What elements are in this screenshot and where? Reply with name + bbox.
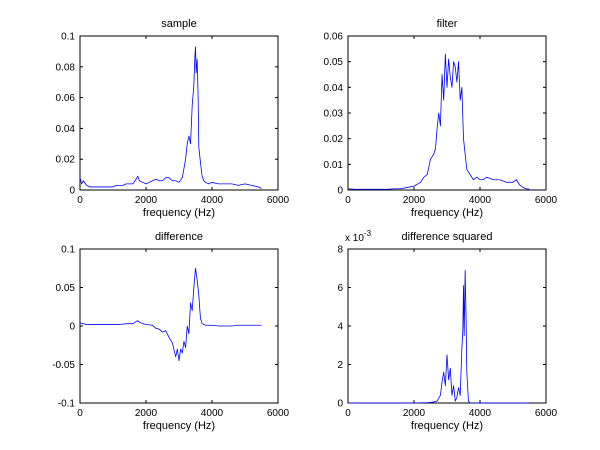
x-tick-label: 0 <box>345 408 351 419</box>
x-tick-label: 4000 <box>469 195 492 206</box>
y-tick-label: 0 <box>69 186 75 197</box>
series-line <box>79 267 262 362</box>
x-tick-label: 4000 <box>201 408 224 419</box>
y-tick-label: 0 <box>337 399 343 410</box>
x-tick-label: 2000 <box>135 408 158 419</box>
subplot-1: 0 2000 4000 6000 0 0.02 0.04 0.06 0.08 0.1 sample f… <box>56 18 290 219</box>
y-tick-label: 4 <box>337 322 343 333</box>
y-tick-label: -0.05 <box>52 360 75 371</box>
x-axis-label: frequency (Hz) <box>411 207 483 219</box>
y-tick-label: 0.02 <box>324 134 344 145</box>
x-axis-label: frequency (Hz) <box>411 420 483 432</box>
y-tick-label: 0.1 <box>61 245 75 256</box>
x-tick-label: 0 <box>77 195 83 206</box>
x-axis-label: frequency (Hz) <box>143 420 215 432</box>
axes-box <box>347 248 547 404</box>
y-tick-label: 0.03 <box>324 109 344 120</box>
x-tick-label: 4000 <box>201 195 224 206</box>
subplot-2: 0 2000 4000 6000 0 0.01 0.02 0.03 0.04 0.05 0.06 fi… <box>324 18 558 219</box>
subplot-4: 0 2000 4000 6000 0 2 4 6 8 difference squared freq… <box>337 229 557 432</box>
plot-title: difference <box>155 231 203 243</box>
y-tick-label: 0.04 <box>324 83 344 94</box>
x-tick-label: 6000 <box>267 408 290 419</box>
y-tick-label: 8 <box>337 245 343 256</box>
y-exponent-label: x 10-3 <box>345 229 372 244</box>
y-tick-label: 0.02 <box>56 155 76 166</box>
y-tick-label: 0.05 <box>324 57 344 68</box>
x-tick-label: 4000 <box>469 408 492 419</box>
x-tick-label: 2000 <box>403 195 426 206</box>
axes-box <box>79 35 279 191</box>
x-tick-label: 6000 <box>535 195 558 206</box>
y-tick-label: -0.1 <box>58 399 76 410</box>
plot-title: sample <box>161 18 196 30</box>
y-tick-label: 0.08 <box>56 62 76 73</box>
y-tick-label: 0.1 <box>61 32 75 43</box>
series-line <box>348 269 530 404</box>
x-tick-label: 0 <box>345 195 351 206</box>
x-tick-label: 0 <box>77 408 83 419</box>
y-tick-label: 0.06 <box>56 93 76 104</box>
x-tick-label: 6000 <box>267 195 290 206</box>
plot-title: filter <box>437 18 458 30</box>
y-tick-label: 0.01 <box>324 160 344 171</box>
x-tick-label: 2000 <box>135 195 158 206</box>
y-tick-label: 0 <box>69 322 75 333</box>
series-line <box>79 46 262 189</box>
y-tick-label: 0 <box>337 186 343 197</box>
x-tick-label: 6000 <box>535 408 558 419</box>
axes-box <box>79 248 279 404</box>
subplot-3: 0 2000 4000 6000 -0.1 -0.05 0 0.05 0.1 difference… <box>52 231 289 432</box>
y-tick-label: 0.04 <box>56 124 76 135</box>
plot-title: difference squared <box>402 231 493 243</box>
x-axis-label: frequency (Hz) <box>143 207 215 219</box>
y-tick-label: 0.05 <box>56 283 76 294</box>
axes-box <box>347 35 547 191</box>
y-tick-label: 2 <box>337 360 343 371</box>
y-tick-label: 0.06 <box>324 32 344 43</box>
series-line <box>347 53 530 190</box>
x-tick-label: 2000 <box>403 408 426 419</box>
y-tick-label: 6 <box>337 283 343 294</box>
